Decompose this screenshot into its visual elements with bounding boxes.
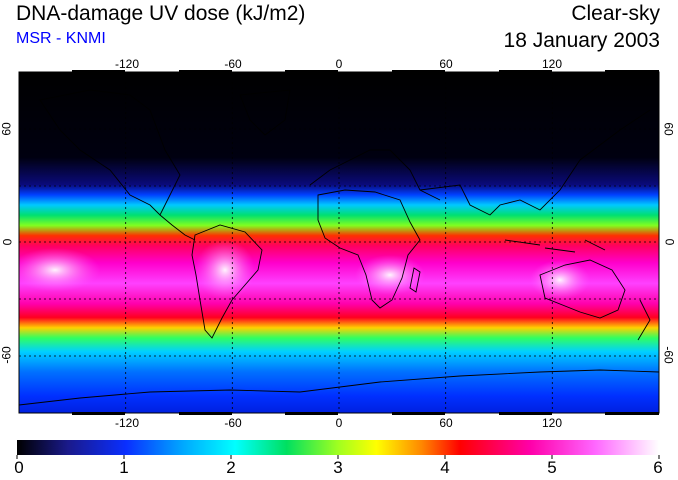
- colorbar-label: 5: [547, 458, 557, 477]
- coastline-south-america: [191, 224, 263, 339]
- lon-label-bottom: -120: [114, 416, 140, 430]
- lat-label-left: -60: [0, 346, 14, 364]
- colorbar-label: 4: [440, 458, 450, 477]
- coastline-madagascar: [409, 267, 421, 293]
- lon-label-top: -60: [224, 57, 242, 71]
- colorbar-ticks: [16, 455, 660, 459]
- coastline-africa: [317, 189, 421, 309]
- map-frame: [18, 71, 660, 414]
- lon-label-top: -120: [114, 57, 140, 71]
- colorbar-label: 3: [333, 458, 343, 477]
- coastline-north-america: [39, 89, 181, 216]
- lat-label-left: 60: [0, 122, 14, 136]
- coastline-central-america: [159, 214, 196, 241]
- date-label: 18 January 2003: [503, 29, 660, 52]
- uv-hotspot-pacific: [19, 248, 100, 292]
- map-title: DNA-damage UV dose (kJ/m2): [16, 2, 306, 25]
- graticule: [19, 72, 659, 413]
- coastline-asia: [419, 109, 651, 216]
- coastlines: [19, 89, 659, 406]
- lat-label-left: 0: [0, 238, 15, 246]
- lon-label-bottom: -60: [224, 416, 242, 430]
- lon-label-bottom: 60: [439, 416, 453, 430]
- lat-label-right: 60: [661, 122, 676, 136]
- uv-hotspot-africa: [355, 255, 425, 295]
- uv-hotspot-australia: [530, 260, 590, 300]
- coastline-europe: [309, 149, 441, 201]
- lat-label-right: 0: [662, 238, 677, 246]
- coastline-australia: [539, 259, 626, 319]
- colorbar-label: 2: [226, 458, 236, 477]
- colorbar-label: 6: [653, 458, 663, 477]
- frame-ticks: [72, 70, 659, 415]
- uv-hotspot-andes: [195, 240, 255, 300]
- colorbar-label: 1: [119, 458, 129, 477]
- lon-label-bottom: 120: [541, 416, 563, 430]
- lon-label-top: 120: [541, 57, 563, 71]
- lon-label-top: 0: [335, 57, 343, 71]
- coastline-indonesia: [504, 239, 606, 253]
- coastline-new-zealand: [637, 299, 651, 341]
- lon-label-top: 60: [439, 57, 453, 71]
- lat-label-right: -60: [661, 346, 676, 364]
- coastline-antarctica: [19, 369, 659, 406]
- coastline-greenland: [239, 89, 291, 136]
- colorbar-label: 0: [14, 458, 24, 477]
- colorbar: [17, 440, 659, 455]
- lon-label-bottom: 0: [335, 416, 343, 430]
- source-label: MSR - KNMI: [16, 30, 106, 47]
- product-label: Clear-sky: [571, 2, 660, 25]
